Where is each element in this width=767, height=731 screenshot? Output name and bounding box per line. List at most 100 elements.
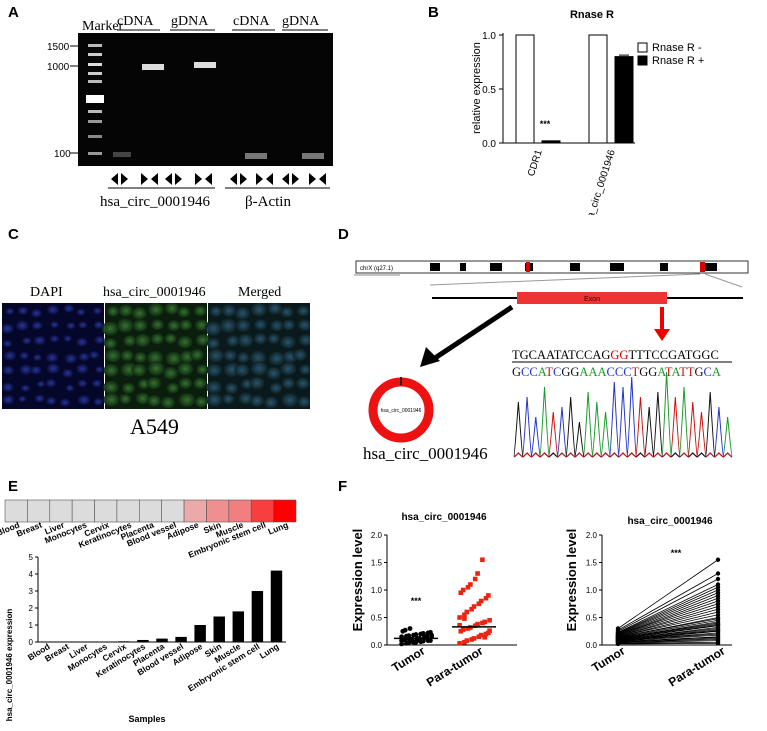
cell	[206, 380, 222, 394]
pair-line	[617, 611, 719, 638]
cell	[59, 398, 71, 407]
cell	[250, 361, 268, 376]
cell	[20, 384, 31, 392]
cell	[3, 350, 17, 361]
tumor-point	[420, 631, 426, 636]
cell	[134, 333, 151, 348]
para-tumor-point	[464, 638, 470, 643]
cell	[263, 396, 279, 409]
cell	[106, 305, 120, 317]
chart-f1-ytick-label: 0.5	[371, 614, 383, 623]
pair-line	[617, 600, 719, 636]
para-tumor-point	[465, 584, 471, 590]
cell	[36, 380, 46, 388]
heat-cell-adipose	[183, 499, 207, 523]
cell	[234, 306, 250, 320]
para-tumor-point	[471, 604, 477, 609]
chart-e-bar-skin	[213, 616, 225, 642]
heat-cell-cervix	[94, 499, 118, 523]
cell	[131, 363, 147, 377]
para-tumor-point	[476, 601, 482, 607]
schematic-d: chrX (q27.1) Exon hsa_circ_0001946 hsa_c…	[354, 260, 749, 463]
cell	[223, 349, 237, 362]
chart-b-axes: 0.0 0.5 1.0	[482, 31, 635, 150]
para-tumor-point	[468, 582, 473, 587]
tumor-point	[399, 641, 404, 647]
expression-heatmap	[4, 499, 297, 523]
para-tumor-point	[472, 623, 478, 629]
cell	[269, 382, 283, 394]
ladder-1500: 1500	[47, 42, 70, 53]
para-tumor-point	[472, 576, 478, 582]
cell	[249, 376, 265, 390]
tumor-point	[428, 638, 433, 643]
heat-cell-blood	[4, 499, 28, 523]
cell	[123, 335, 137, 347]
cell	[177, 361, 194, 376]
heat-cell-liver	[49, 499, 73, 523]
cell	[101, 321, 119, 336]
pair-line	[617, 617, 719, 638]
cell	[92, 307, 102, 315]
para-tumor-point	[462, 639, 467, 645]
para-tumor-point	[478, 598, 484, 604]
chart-e-bar-adipose	[194, 625, 206, 642]
cell	[22, 337, 32, 345]
cell	[93, 398, 103, 406]
pair-line	[617, 586, 719, 634]
cell	[226, 335, 240, 347]
cell	[2, 339, 13, 348]
cell	[103, 392, 120, 407]
pair-line	[617, 592, 719, 635]
tumor-point	[407, 626, 413, 631]
cell	[219, 318, 237, 333]
chart-b-legend: Rnase R - Rnase R +	[637, 42, 704, 67]
cell	[30, 308, 42, 318]
para-tumor-point	[482, 619, 488, 625]
cell	[266, 366, 282, 380]
tumor-point	[429, 632, 434, 638]
cell	[46, 363, 60, 374]
chromosome-label: chrX (q27.1)	[360, 266, 393, 272]
chart-b-title: Rnase R	[570, 9, 614, 21]
chart-e-bar-breast	[60, 641, 73, 643]
cell	[253, 333, 267, 345]
panel-label-d: D	[338, 226, 349, 243]
chart-b-ytick-label: 1.0	[482, 31, 496, 42]
cell	[46, 396, 57, 405]
chart-b: Rnase R relative expression 0.0 0.5 1.0 CD…	[471, 9, 704, 215]
image-label-merged: Merged	[238, 285, 282, 300]
cell	[135, 392, 150, 405]
tumor-point	[402, 627, 408, 633]
cell	[293, 349, 308, 361]
cell	[167, 320, 181, 332]
para-tumor-point	[465, 626, 471, 631]
gel-image	[78, 33, 333, 166]
chart-f1-title: hsa_circ_0001946	[401, 512, 487, 523]
cell	[18, 395, 27, 403]
heat-cell-skin	[206, 499, 230, 523]
chart-f2-ytick-label: 2.0	[586, 531, 598, 540]
chart-e-ytick-label: 3	[29, 587, 34, 596]
cell	[45, 378, 57, 388]
cell	[45, 352, 59, 363]
cell	[195, 333, 210, 347]
cell	[49, 335, 59, 343]
chart-e-bar-lung	[270, 570, 283, 642]
pair-line	[617, 636, 719, 643]
cell	[131, 306, 147, 320]
cell	[93, 321, 104, 330]
pair-line	[617, 629, 719, 641]
cell	[50, 321, 59, 329]
pair-line	[617, 640, 719, 644]
heat-cell-keratinocytes	[116, 499, 140, 523]
cell	[206, 337, 221, 350]
chart-f1-annotation: ***	[411, 596, 422, 606]
para-tumor-point	[487, 617, 492, 623]
trace-a	[513, 371, 733, 458]
tumor-point	[413, 632, 419, 637]
pair-line	[617, 578, 719, 632]
chart-e-bars	[41, 570, 283, 643]
cell	[89, 351, 100, 359]
